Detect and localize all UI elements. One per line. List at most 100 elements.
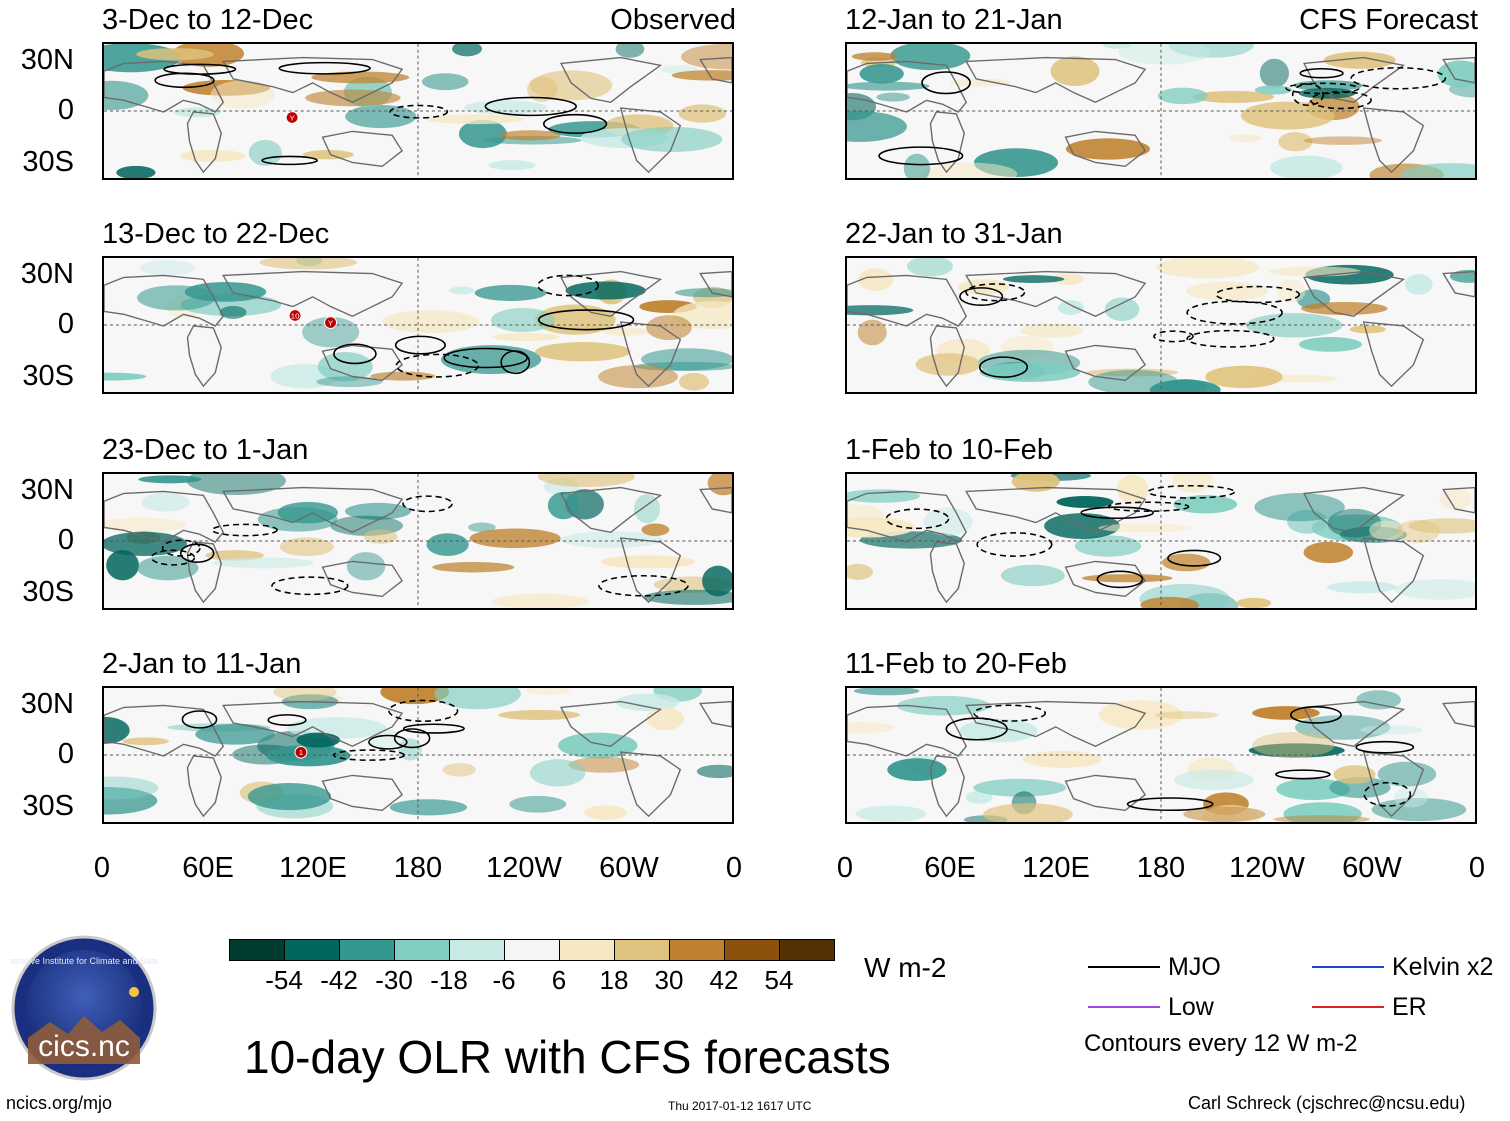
coastline xyxy=(1442,700,1475,728)
olr-anomaly-blob xyxy=(847,563,874,580)
olr-anomaly-blob xyxy=(983,803,1073,822)
mjo-contour xyxy=(945,717,1008,741)
colorbar-label: 54 xyxy=(764,965,794,995)
colorbar-swatch xyxy=(229,939,285,961)
olr-anomaly-blob xyxy=(1236,597,1272,608)
colorbar-label: 18 xyxy=(599,965,629,995)
mjo-contour xyxy=(921,71,971,95)
olr-anomaly-blob xyxy=(1437,60,1475,88)
olr-anomaly-blob xyxy=(1074,535,1142,557)
mjo-contour xyxy=(976,532,1053,557)
mjo-contour xyxy=(393,728,431,749)
olr-anomaly-blob xyxy=(1283,802,1362,822)
coastline xyxy=(929,755,965,818)
storm-marker-label: Y xyxy=(328,319,334,328)
olr-anomaly-blob xyxy=(1269,266,1362,277)
colorbar-label: 6 xyxy=(551,965,567,995)
mjo-contour xyxy=(537,309,635,331)
coastline xyxy=(1303,270,1406,317)
lon-label: 0 xyxy=(836,852,854,884)
olr-anomaly-blob xyxy=(1156,258,1259,279)
colorbar-swatch xyxy=(339,939,395,961)
mjo-contour xyxy=(959,287,1004,306)
olr-anomaly-blob xyxy=(104,80,149,111)
olr-anomaly-blob xyxy=(370,371,436,381)
olr-anomaly-blob xyxy=(671,70,732,81)
coastline xyxy=(1064,774,1147,812)
olr-anomaly-blob xyxy=(1154,711,1219,719)
mjo-contour xyxy=(1080,506,1154,520)
mjo-contour xyxy=(484,96,577,117)
olr-anomaly-blob xyxy=(1205,365,1283,389)
lat-label-eq: 0 xyxy=(57,738,74,770)
olr-anomaly-blob xyxy=(1252,706,1320,720)
olr-anomaly-blob xyxy=(847,489,920,503)
coastline xyxy=(1362,751,1425,818)
olr-anomaly-blob xyxy=(432,561,515,573)
olr-anomaly-blob xyxy=(600,555,696,569)
olr-anomaly-blob xyxy=(344,502,411,520)
mjo-contour xyxy=(368,734,408,750)
olr-anomaly-blob xyxy=(857,319,887,346)
olr-anomaly-blob xyxy=(646,706,685,731)
coastline xyxy=(965,700,1147,748)
olr-anomaly-blob xyxy=(1116,474,1149,504)
storm-marker-label: 10 xyxy=(291,311,300,320)
olr-anomaly-blob xyxy=(681,44,732,70)
olr-anomaly-blob xyxy=(389,799,468,816)
colorbar-label: -6 xyxy=(492,965,516,995)
olr-anomaly-blob xyxy=(122,737,170,746)
map-panel xyxy=(845,686,1477,824)
olr-anomaly-blob xyxy=(890,44,971,71)
footer-url[interactable]: ncics.org/mjo xyxy=(6,1093,113,1113)
map-panel: Y xyxy=(102,42,734,180)
footer-credit: Carl Schreck (cjschrec@ncsu.edu) xyxy=(1188,1093,1466,1113)
coastline xyxy=(1303,700,1406,747)
coastline xyxy=(847,704,968,757)
mjo-contour xyxy=(267,714,307,726)
olr-anomaly-blob xyxy=(219,305,247,319)
olr-anomaly-blob xyxy=(1400,163,1475,178)
olr-anomaly-blob xyxy=(565,281,646,300)
lat-label-eq: 0 xyxy=(57,308,74,340)
coastline xyxy=(929,541,965,604)
map-canvas xyxy=(847,474,1475,608)
map-canvas xyxy=(104,474,732,608)
olr-anomaly-blob xyxy=(568,756,640,773)
lon-label: 60E xyxy=(182,852,234,884)
olr-anomaly-blob xyxy=(1000,564,1065,587)
olr-anomaly-blob xyxy=(1186,281,1269,301)
legend-label-er: ER xyxy=(1392,993,1427,1021)
colorbar-swatch xyxy=(669,939,725,961)
olr-anomaly-blob xyxy=(302,150,354,160)
lon-label: 60W xyxy=(1342,852,1402,884)
observed-tag: Observed xyxy=(610,4,736,36)
mjo-contour xyxy=(1167,549,1222,567)
olr-anomaly-blob xyxy=(463,100,547,115)
olr-anomaly-blob xyxy=(369,729,401,749)
colorbar-swatch xyxy=(779,939,835,961)
mjo-contour xyxy=(1126,797,1214,812)
coastline xyxy=(321,560,404,598)
lat-label-30n: 30N xyxy=(20,474,74,506)
map-panel: 10 Y xyxy=(102,256,734,394)
olr-anomaly-blob xyxy=(141,492,190,512)
coastline xyxy=(1064,344,1147,382)
olr-anomaly-blob xyxy=(195,723,276,745)
colorbar-label: -18 xyxy=(430,965,468,995)
mjo-contour xyxy=(1186,329,1275,348)
olr-anomaly-blob xyxy=(678,104,727,123)
olr-anomaly-blob xyxy=(1051,273,1084,285)
panel-title: 3-Dec to 12-Dec xyxy=(102,4,314,36)
colorbar-swatch xyxy=(724,939,780,961)
panel-title: 12-Jan to 21-Jan xyxy=(845,4,1063,36)
olr-anomaly-blob xyxy=(138,475,202,484)
olr-anomaly-blob xyxy=(615,693,680,712)
olr-anomaly-blob xyxy=(1140,596,1199,608)
mjo-contour xyxy=(1299,67,1344,79)
coastline xyxy=(619,321,682,388)
lon-label: 120W xyxy=(1229,852,1305,884)
mjo-contour xyxy=(154,72,215,89)
coastline xyxy=(929,111,965,174)
olr-anomaly-blob xyxy=(903,153,931,178)
